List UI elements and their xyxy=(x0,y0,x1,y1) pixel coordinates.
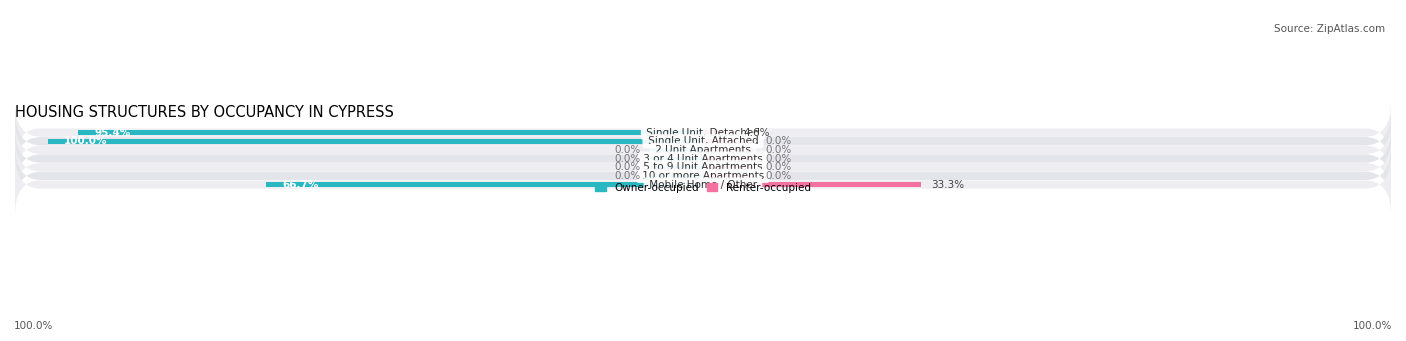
Text: 4.6%: 4.6% xyxy=(742,128,769,138)
FancyBboxPatch shape xyxy=(15,128,1391,189)
Text: 66.7%: 66.7% xyxy=(283,179,319,190)
FancyBboxPatch shape xyxy=(15,102,1391,163)
Bar xyxy=(703,182,921,187)
Text: 0.0%: 0.0% xyxy=(614,153,641,164)
Text: 0.0%: 0.0% xyxy=(614,145,641,155)
Bar xyxy=(48,139,703,144)
FancyBboxPatch shape xyxy=(15,154,1391,215)
Text: Source: ZipAtlas.com: Source: ZipAtlas.com xyxy=(1274,24,1385,34)
Bar xyxy=(651,148,703,152)
Text: 100.0%: 100.0% xyxy=(1353,321,1392,331)
Bar xyxy=(651,165,703,169)
Text: 0.0%: 0.0% xyxy=(614,171,641,181)
FancyBboxPatch shape xyxy=(15,137,1391,198)
Bar xyxy=(703,148,755,152)
Text: Single Unit, Attached: Single Unit, Attached xyxy=(644,136,762,146)
Bar xyxy=(77,130,703,135)
Legend: Owner-occupied, Renter-occupied: Owner-occupied, Renter-occupied xyxy=(591,179,815,197)
Text: Mobile Home / Other: Mobile Home / Other xyxy=(645,179,761,190)
Text: 2 Unit Apartments: 2 Unit Apartments xyxy=(652,145,754,155)
Text: 0.0%: 0.0% xyxy=(614,162,641,172)
Bar xyxy=(703,165,755,169)
Text: 33.3%: 33.3% xyxy=(931,179,965,190)
FancyBboxPatch shape xyxy=(15,145,1391,206)
Bar xyxy=(266,182,703,187)
Text: 0.0%: 0.0% xyxy=(765,162,792,172)
Text: Single Unit, Detached: Single Unit, Detached xyxy=(643,128,763,138)
Text: 100.0%: 100.0% xyxy=(14,321,53,331)
Text: 3 or 4 Unit Apartments: 3 or 4 Unit Apartments xyxy=(640,153,766,164)
Bar xyxy=(703,156,755,161)
Text: 0.0%: 0.0% xyxy=(765,145,792,155)
Bar xyxy=(651,156,703,161)
FancyBboxPatch shape xyxy=(15,111,1391,172)
Bar xyxy=(703,139,755,144)
Text: 10 or more Apartments: 10 or more Apartments xyxy=(638,171,768,181)
Text: 95.4%: 95.4% xyxy=(94,128,131,138)
Text: 0.0%: 0.0% xyxy=(765,136,792,146)
Bar xyxy=(703,130,733,135)
Bar xyxy=(703,174,755,178)
Text: 0.0%: 0.0% xyxy=(765,171,792,181)
Text: 0.0%: 0.0% xyxy=(765,153,792,164)
Text: 100.0%: 100.0% xyxy=(65,136,108,146)
Bar xyxy=(651,174,703,178)
Text: HOUSING STRUCTURES BY OCCUPANCY IN CYPRESS: HOUSING STRUCTURES BY OCCUPANCY IN CYPRE… xyxy=(15,105,394,120)
Text: 5 to 9 Unit Apartments: 5 to 9 Unit Apartments xyxy=(640,162,766,172)
FancyBboxPatch shape xyxy=(15,119,1391,180)
